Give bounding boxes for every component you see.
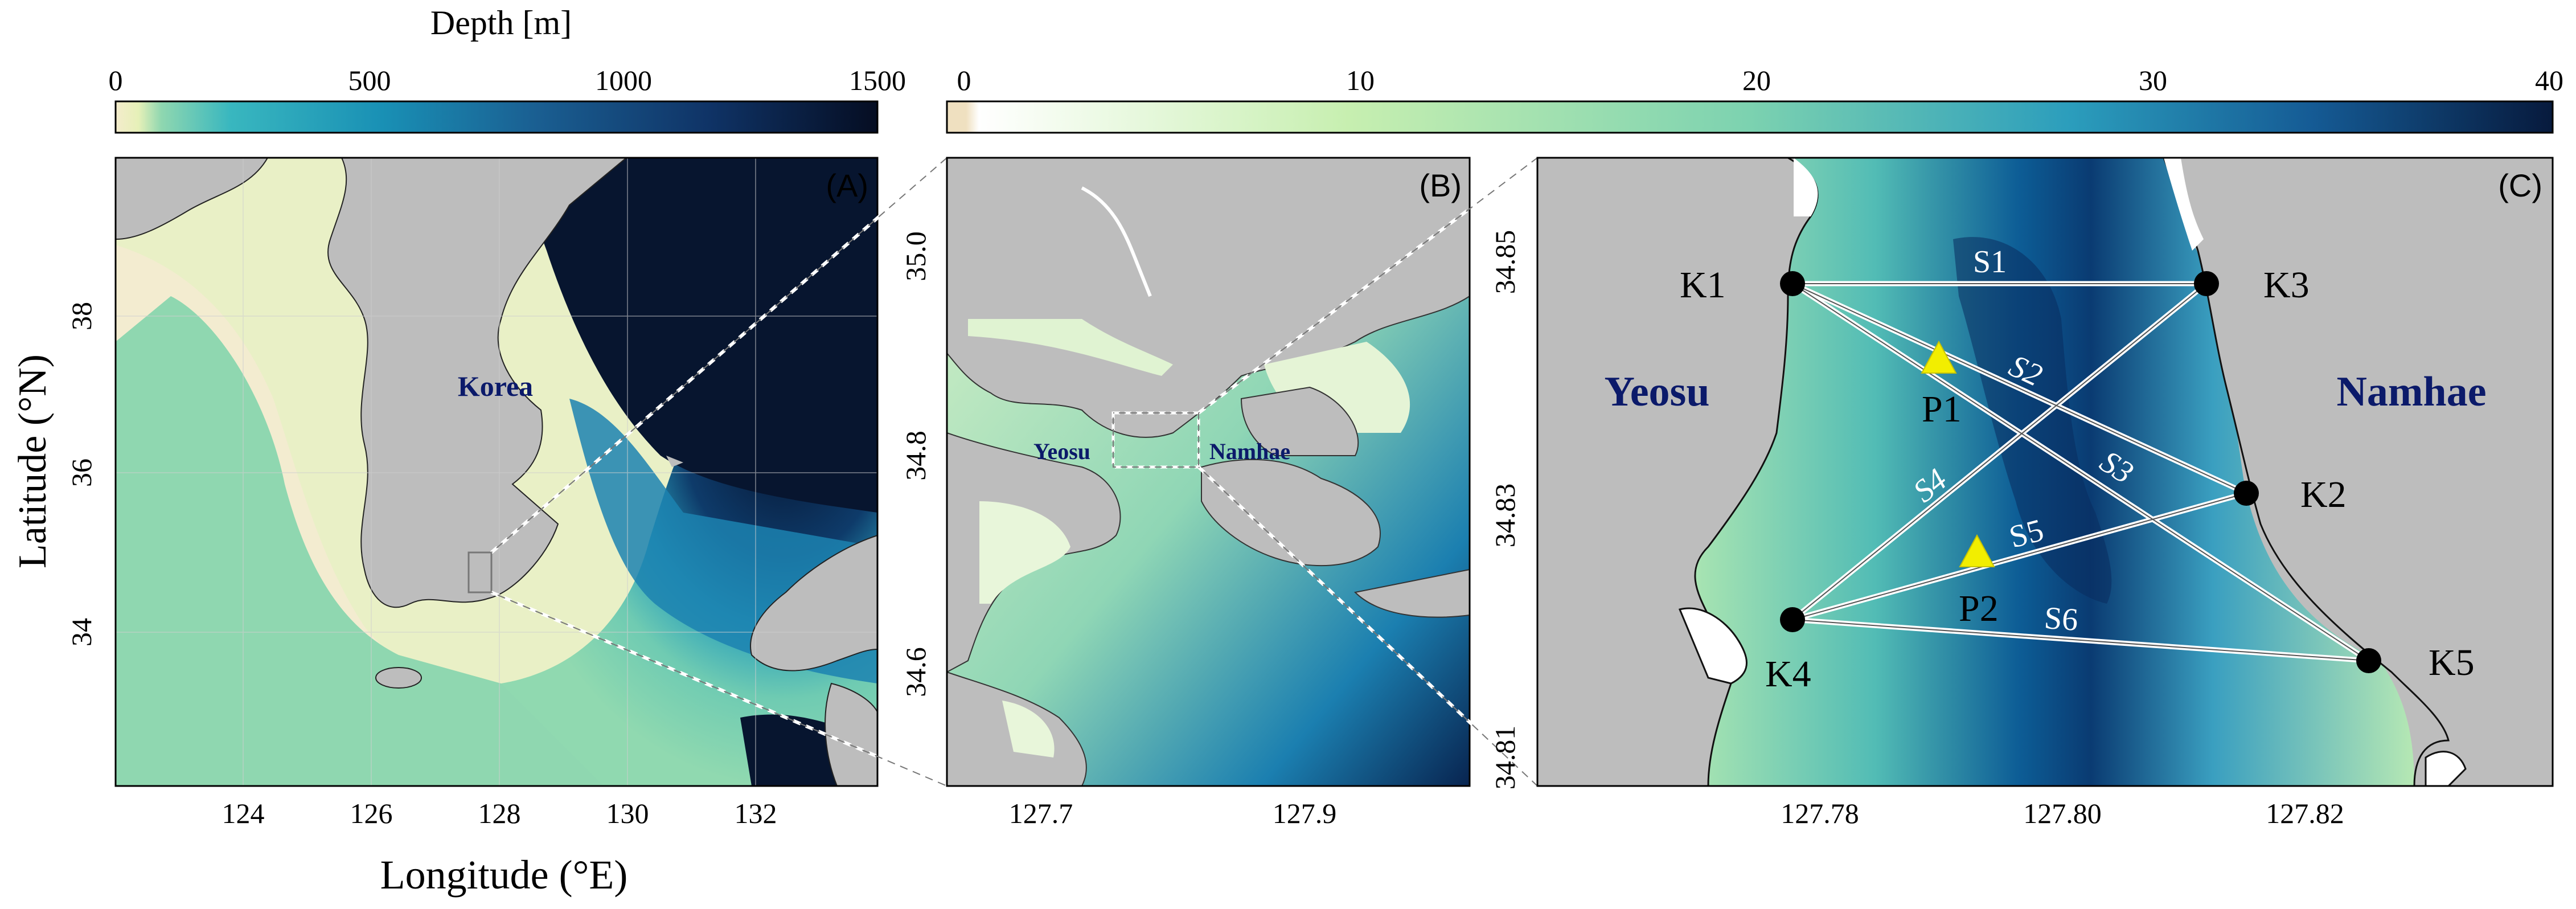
panel-c-ytick: 34.85 — [1489, 230, 1521, 294]
station-k4 — [1780, 607, 1805, 632]
probe-label-p2: P2 — [1959, 588, 1999, 629]
station-k1 — [1780, 271, 1805, 296]
panel-b-ytick: 34.6 — [900, 647, 932, 697]
station-label-k1: K1 — [1680, 264, 1726, 306]
path-label-s6: S6 — [2043, 600, 2079, 638]
colorbar-a-tick: 1000 — [595, 64, 652, 96]
namhae-coast — [2162, 157, 2554, 787]
panel-a: (A) Korea 38 36 34 124 126 128 130 132 — [65, 157, 879, 829]
colorbar-a-tick: 1500 — [849, 64, 906, 96]
station-k3 — [2194, 271, 2219, 296]
panel-b-ytick: 34.8 — [900, 431, 932, 481]
colorbar-b — [946, 100, 2554, 134]
panel-a-ytick: 34 — [65, 618, 97, 646]
panel-c-xtick: 127.78 — [1781, 797, 1859, 829]
panel-c-place-right: Namhae — [2336, 368, 2486, 415]
china-land — [115, 157, 269, 240]
panel-a-xtick: 126 — [350, 797, 393, 829]
land-north — [946, 157, 1470, 438]
panel-c: S1 S2 S3 S4 S5 S6 K1 K2 K3 K4 K5 P1 P2 — [1489, 157, 2554, 829]
panel-a-place: Korea — [458, 370, 533, 402]
panel-b-tag: (B) — [1419, 167, 1462, 203]
panel-a-tag: (A) — [826, 167, 868, 203]
colorbar-b-tick: 20 — [1742, 64, 1771, 96]
colorbar-a-ticks: 0 500 1000 1500 — [109, 64, 906, 96]
panel-c-xtick: 127.80 — [2023, 797, 2102, 829]
colorbar-b-tick: 30 — [2139, 64, 2167, 96]
panel-b-place-right: Namhae — [1209, 439, 1290, 464]
panel-c-xtick: 127.82 — [2266, 797, 2344, 829]
colorbar-a-tick: 500 — [348, 64, 391, 96]
japan-land — [750, 534, 878, 671]
panel-b-xtick: 127.9 — [1273, 797, 1337, 829]
panel-b-xtick: 127.7 — [1009, 797, 1073, 829]
panel-a-xtick: 124 — [222, 797, 265, 829]
panel-a-ytick: 38 — [65, 302, 97, 330]
probe-p1-icon — [1921, 340, 1957, 374]
inset-box-a — [467, 551, 493, 593]
panel-a-ytick: 36 — [65, 458, 97, 487]
colorbar-b-tick: 40 — [2535, 64, 2563, 96]
station-k5 — [2356, 648, 2381, 673]
panel-a-xtick: 132 — [735, 797, 777, 829]
probe-label-p1: P1 — [1922, 388, 1962, 430]
station-k2 — [2234, 481, 2259, 506]
panel-b-place-left: Yeosu — [1033, 439, 1090, 464]
stations — [1780, 271, 2381, 673]
colorbar-b-ticks: 0 10 20 30 40 — [957, 64, 2564, 96]
colorbar-b-tick: 10 — [1346, 64, 1375, 96]
panel-a-xtick: 128 — [478, 797, 521, 829]
path-label-s1: S1 — [1973, 244, 2007, 280]
panel-c-ytick: 34.81 — [1489, 726, 1521, 790]
colorbar-a — [114, 100, 879, 134]
korea-land — [327, 157, 628, 608]
colorbar-b-tick: 0 — [957, 64, 971, 96]
station-label-k3: K3 — [2263, 264, 2310, 306]
namhae-land — [1201, 458, 1381, 567]
panel-c-ytick: 34.83 — [1489, 484, 1521, 548]
panel-b: (B) Yeosu Namhae 35.0 34.8 34.6 127.7 12… — [900, 157, 1471, 829]
jeju-island — [375, 667, 422, 689]
x-axis-label: Longitude (°E) — [380, 852, 628, 898]
panel-c-tag: (C) — [2498, 167, 2542, 203]
probe-p2-icon — [1959, 534, 1995, 567]
panel-c-place-left: Yeosu — [1604, 368, 1709, 415]
y-axis-label: Latitude (°N) — [11, 354, 55, 568]
colorbar-a-title: Depth [m] — [430, 4, 572, 42]
colorbar-a-tick: 0 — [109, 64, 123, 96]
station-label-k5: K5 — [2429, 642, 2475, 683]
panel-b-ytick: 35.0 — [900, 231, 932, 281]
station-label-k2: K2 — [2300, 474, 2347, 515]
panel-a-xtick: 130 — [606, 797, 649, 829]
station-label-k4: K4 — [1765, 653, 1811, 695]
